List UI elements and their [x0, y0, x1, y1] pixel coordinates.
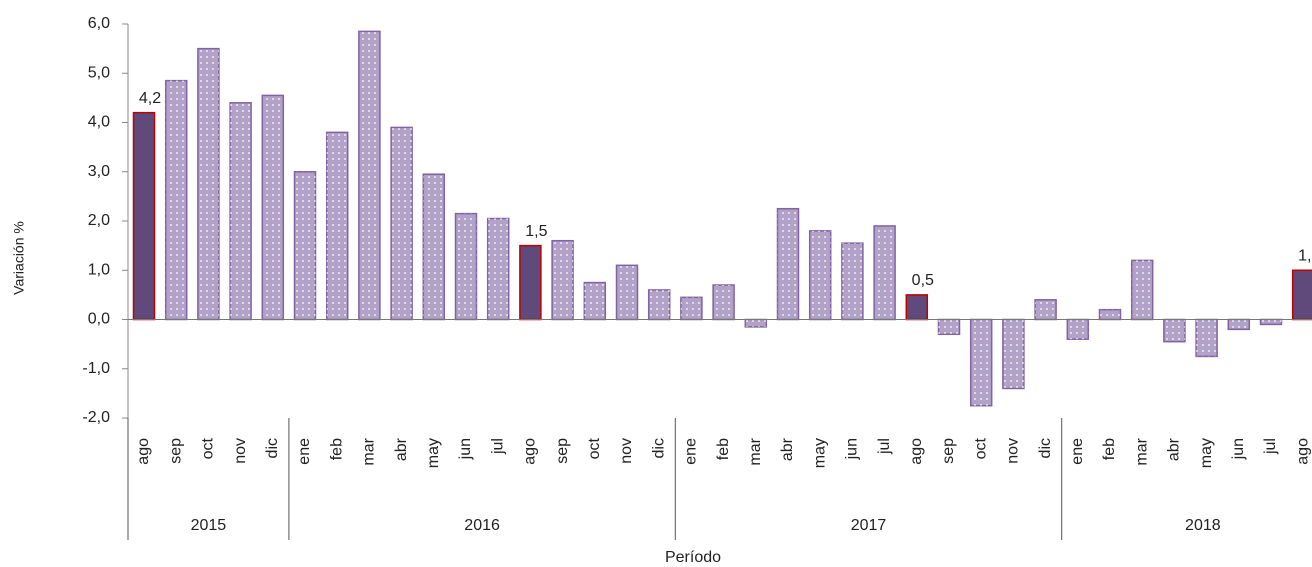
bar-pattern: [1260, 319, 1282, 325]
bar-pattern: [616, 265, 638, 320]
x-tick-label: oct: [586, 437, 603, 459]
x-axis-title: Período: [665, 549, 721, 566]
group-label: 2016: [464, 517, 500, 534]
bar-pattern: [938, 319, 960, 335]
y-tick-label: 0,0: [88, 311, 110, 328]
bar-pattern: [970, 319, 992, 406]
y-tick-label: 2,0: [88, 212, 110, 229]
bar-pattern: [713, 285, 735, 320]
data-label: 0,5: [912, 272, 934, 289]
x-tick-label: ago: [135, 438, 152, 465]
data-label: 1,0: [1298, 247, 1312, 264]
bar-pattern: [680, 297, 702, 320]
bar-pattern: [197, 48, 219, 320]
bar-pattern: [1131, 260, 1153, 320]
x-tick-label: may: [1198, 438, 1215, 468]
x-tick-label: jun: [844, 438, 861, 460]
bar-pattern: [1067, 319, 1089, 340]
bar-pattern: [230, 102, 252, 320]
x-tick-label: nov: [618, 438, 635, 464]
x-tick-label: may: [425, 438, 442, 468]
x-tick-label: dic: [1037, 438, 1054, 458]
bar-pattern: [584, 282, 606, 320]
bar-pattern: [326, 132, 348, 320]
x-tick-label: feb: [1101, 438, 1118, 460]
bar-pattern: [874, 225, 896, 320]
bar-pattern: [1099, 309, 1121, 320]
x-tick-label: ago: [908, 438, 925, 465]
x-tick-label: oct: [972, 437, 989, 459]
x-tick-label: may: [811, 438, 828, 468]
bar-pattern: [358, 31, 380, 320]
group-label: 2017: [851, 517, 887, 534]
bar: [1291, 269, 1312, 321]
x-tick-label: dic: [264, 438, 281, 458]
bar-pattern: [1002, 319, 1024, 389]
bar-pattern: [262, 95, 284, 320]
x-tick-label: abr: [393, 437, 410, 461]
x-tick-label: feb: [328, 438, 345, 460]
bar-pattern: [294, 171, 316, 320]
bar-pattern: [841, 243, 863, 320]
bar-pattern: [777, 208, 799, 320]
group-label: 2015: [191, 517, 227, 534]
x-tick-label: jul: [876, 438, 893, 455]
x-tick-label: dic: [650, 438, 667, 458]
bar-pattern: [423, 174, 445, 320]
y-axis-title: Variación %: [11, 221, 27, 295]
y-tick-label: 6,0: [88, 15, 110, 32]
x-tick-label: oct: [200, 437, 217, 459]
data-label: 1,5: [525, 223, 547, 240]
x-tick-label: jun: [457, 438, 474, 460]
bar-pattern: [1196, 319, 1218, 357]
bar: [905, 294, 929, 321]
y-tick-label: -1,0: [82, 360, 110, 377]
y-tick-label: -2,0: [82, 409, 110, 426]
x-tick-label: sep: [167, 438, 184, 464]
x-tick-label: ene: [296, 438, 313, 465]
x-tick-label: mar: [1133, 437, 1150, 465]
x-tick-label: sep: [554, 438, 571, 464]
x-tick-label: mar: [361, 437, 378, 465]
bar-pattern: [1228, 319, 1250, 330]
bar-pattern: [391, 127, 413, 320]
bar: [132, 111, 156, 321]
bar-pattern: [165, 80, 187, 320]
x-tick-label: feb: [715, 438, 732, 460]
bar-pattern: [1163, 319, 1185, 342]
x-tick-label: jul: [1262, 438, 1279, 455]
x-tick-label: nov: [1005, 438, 1022, 464]
x-tick-label: abr: [779, 437, 796, 461]
group-label: 2018: [1185, 517, 1221, 534]
bar-pattern: [487, 218, 509, 320]
x-tick-label: ene: [683, 438, 700, 465]
y-tick-label: 4,0: [88, 114, 110, 131]
x-tick-label: abr: [1166, 437, 1183, 461]
x-tick-label: mar: [747, 437, 764, 465]
bar-pattern: [552, 240, 574, 320]
bar-pattern: [648, 289, 670, 320]
x-tick-label: ago: [522, 438, 539, 465]
x-tick-label: ago: [1294, 438, 1311, 465]
bar-pattern: [809, 230, 831, 320]
x-tick-label: sep: [940, 438, 957, 464]
bar-pattern: [1035, 299, 1057, 320]
bar-pattern: [455, 213, 477, 320]
x-tick-label: nov: [232, 438, 249, 464]
x-tick-label: jun: [1230, 438, 1247, 460]
bar-pattern: [745, 319, 767, 327]
x-tick-label: jul: [489, 438, 506, 455]
y-tick-label: 1,0: [88, 261, 110, 278]
y-tick-label: 3,0: [88, 163, 110, 180]
data-label: 4,2: [139, 90, 161, 107]
bar: [519, 244, 542, 321]
x-tick-label: ene: [1069, 438, 1086, 465]
y-tick-label: 5,0: [88, 64, 110, 81]
